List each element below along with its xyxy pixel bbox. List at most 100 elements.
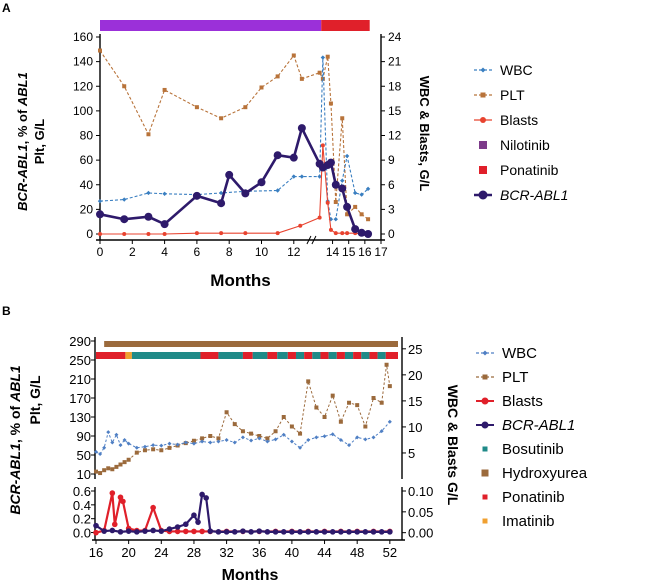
y-right-tick-label: 12 bbox=[388, 129, 402, 143]
data-point-bcrabl1 bbox=[354, 529, 360, 535]
data-point-plt bbox=[114, 464, 119, 469]
y-left-tick-label: 140 bbox=[73, 55, 93, 69]
y-axis-left-subtitle: Plt, G/L bbox=[27, 375, 43, 424]
data-point-blasts bbox=[162, 232, 167, 236]
treatment-bar-ponatinib bbox=[200, 352, 219, 359]
data-point-wbc bbox=[306, 437, 311, 442]
data-point-bcrabl1 bbox=[117, 529, 124, 535]
data-point-bcrabl1 bbox=[326, 158, 335, 167]
data-point-wbc bbox=[352, 190, 358, 196]
y-left-tick-label: 0 bbox=[86, 227, 93, 241]
y-left-tick-label: 0.4 bbox=[73, 498, 91, 513]
y-axis-left-title-ref: ABL1 bbox=[7, 365, 23, 403]
legend-b-hydroxyurea-label: Hydroxyurea bbox=[502, 465, 588, 482]
x-tick-label: 17 bbox=[374, 245, 388, 259]
treatment-bar-bosutinib bbox=[361, 352, 370, 359]
data-point-bcrabl1 bbox=[225, 170, 234, 179]
y-right-tick-label: 21 bbox=[388, 55, 402, 69]
legend-b-hydroxyurea-marker bbox=[481, 469, 489, 477]
data-point-wbc bbox=[191, 441, 196, 446]
x-tick-label: 15 bbox=[342, 245, 356, 259]
x-tick-label: 8 bbox=[226, 245, 233, 259]
legend-b-blasts-label: Blasts bbox=[502, 393, 543, 410]
data-point-bcrabl1 bbox=[280, 529, 287, 535]
data-point-plt bbox=[384, 362, 389, 367]
data-point-plt bbox=[151, 447, 156, 452]
legend-a-plt-marker bbox=[480, 92, 486, 98]
data-point-bcrabl1 bbox=[192, 191, 201, 200]
data-point-wbc bbox=[322, 434, 327, 439]
data-point-wbc bbox=[291, 174, 296, 179]
data-point-blasts bbox=[320, 143, 325, 148]
data-point-blasts bbox=[120, 498, 126, 505]
data-point-blasts bbox=[328, 227, 333, 232]
data-point-blasts bbox=[194, 231, 199, 236]
legend-b-bosutinib-marker bbox=[482, 446, 488, 452]
data-point-bcrabl1 bbox=[195, 519, 201, 525]
x-tick-label: 52 bbox=[383, 545, 397, 560]
x-tick-label: 16 bbox=[89, 545, 103, 560]
data-point-bcrabl1 bbox=[158, 528, 165, 534]
data-point-wbc bbox=[106, 430, 111, 435]
data-point-plt bbox=[219, 116, 224, 121]
series-line-wbc bbox=[99, 57, 369, 220]
y-left-tick-label: 20 bbox=[80, 202, 94, 216]
data-point-bcrabl1 bbox=[199, 491, 205, 498]
y-left-tick-label: 170 bbox=[69, 391, 91, 406]
data-point-bcrabl1 bbox=[215, 529, 222, 535]
y-right-tick-label: 15 bbox=[388, 104, 402, 118]
y-right-tick-label: 15 bbox=[408, 394, 422, 409]
legend-b-ponatinib-label: Ponatinib bbox=[502, 489, 565, 506]
axis-break-mark bbox=[306, 235, 312, 245]
legend-a-wbc-label: WBC bbox=[500, 62, 533, 78]
treatment-bar-ponatinib bbox=[385, 352, 398, 359]
data-point-bcrabl1 bbox=[362, 529, 369, 535]
legend-a-blasts-label: Blasts bbox=[500, 112, 538, 128]
legend-b-blasts-marker bbox=[481, 397, 489, 405]
data-point-plt bbox=[162, 87, 167, 92]
x-tick-label: 12 bbox=[287, 245, 301, 259]
data-point-wbc bbox=[257, 436, 262, 441]
data-point-bcrabl1 bbox=[272, 529, 279, 535]
data-point-wbc bbox=[134, 445, 139, 450]
data-point-plt bbox=[94, 469, 98, 474]
data-point-bcrabl1 bbox=[96, 210, 104, 219]
y-left-tick-label: 90 bbox=[77, 429, 91, 444]
data-point-bcrabl1 bbox=[387, 529, 393, 535]
legend-b-bcrabl1-marker bbox=[481, 421, 489, 429]
data-point-plt bbox=[259, 85, 264, 90]
data-point-plt bbox=[366, 217, 371, 222]
y-left-tick-label: 60 bbox=[80, 153, 94, 167]
data-point-plt bbox=[110, 467, 115, 472]
y-left-tick-label: 0.6 bbox=[73, 484, 91, 499]
data-point-bcrabl1 bbox=[289, 153, 298, 162]
data-point-plt bbox=[379, 400, 384, 405]
x-tick-label: 10 bbox=[255, 245, 269, 259]
treatment-bar-ponatinib bbox=[321, 20, 370, 31]
data-point-blasts bbox=[317, 215, 322, 220]
data-point-plt bbox=[146, 132, 151, 137]
legend-a-plt-label: PLT bbox=[500, 87, 525, 103]
data-point-wbc bbox=[265, 439, 270, 444]
data-point-wbc bbox=[379, 429, 384, 434]
y-right-tick-label: 3 bbox=[388, 202, 395, 216]
data-point-plt bbox=[118, 462, 123, 467]
data-point-wbc bbox=[347, 443, 352, 448]
treatment-bar-hydroxyurea bbox=[104, 341, 398, 347]
x-tick-label: 16 bbox=[358, 245, 372, 259]
data-point-wbc bbox=[320, 55, 326, 60]
data-point-blasts bbox=[109, 490, 116, 496]
data-point-plt bbox=[142, 448, 147, 453]
x-axis-title: Months bbox=[222, 567, 279, 584]
data-point-plt bbox=[98, 471, 103, 476]
data-point-plt bbox=[281, 415, 286, 419]
data-point-wbc bbox=[317, 174, 322, 179]
data-point-bcrabl1 bbox=[364, 230, 373, 238]
data-point-plt bbox=[200, 436, 205, 441]
data-point-blasts bbox=[122, 232, 127, 236]
data-point-wbc bbox=[314, 435, 319, 440]
data-point-wbc bbox=[330, 432, 335, 437]
legend-b-plt-label: PLT bbox=[502, 369, 528, 386]
y-left-tick-label: 290 bbox=[69, 334, 91, 349]
y-right-tick-label: 9 bbox=[388, 153, 395, 167]
